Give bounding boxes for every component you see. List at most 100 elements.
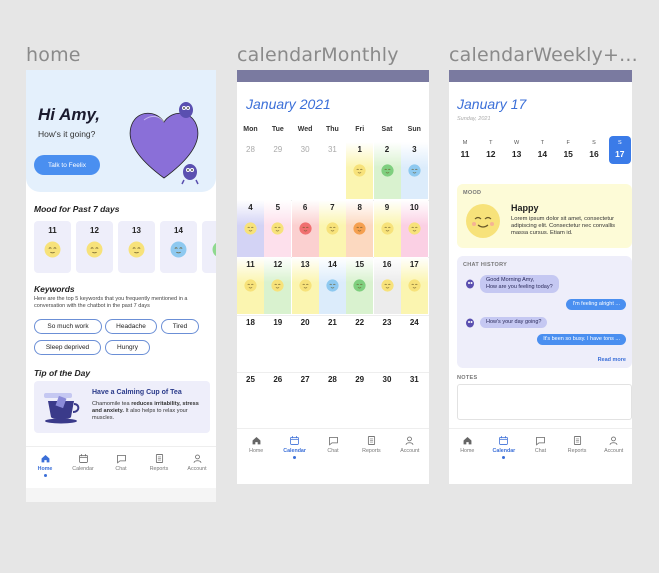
calendar-day-cell[interactable]: 6	[291, 199, 319, 257]
chat-icon	[328, 436, 338, 446]
calendar-day-cell[interactable]: 1	[346, 142, 374, 199]
calendar-day-cell[interactable]: 28	[237, 142, 264, 199]
nav-item-home[interactable]: Home	[237, 429, 275, 468]
mood-panel: MOOD Happy Lorem ipsum dolor sit amet, c…	[457, 184, 632, 248]
week-title[interactable]: January 17	[457, 96, 527, 112]
calendar-day-cell[interactable]: 23	[374, 315, 401, 372]
nav-label: Reports	[567, 448, 587, 454]
calendar-day-cell[interactable]: 11	[237, 257, 264, 314]
calendar-day-cell[interactable]: 30	[292, 142, 319, 199]
calendar-day-cell[interactable]: 31	[319, 142, 346, 199]
calendar-day-cell[interactable]: 30	[374, 372, 401, 429]
nav-item-calendar[interactable]: Calendar	[275, 429, 313, 468]
keyword-chip[interactable]: Hungry	[105, 340, 150, 355]
nav-item-reports[interactable]: Reports	[559, 429, 596, 468]
keyword-chip[interactable]: Headache	[105, 319, 157, 334]
talk-to-feelix-button[interactable]: Talk to Feelix	[34, 155, 100, 175]
week-day-number: 16	[589, 149, 599, 159]
week-day-item[interactable]: T 14	[531, 136, 553, 164]
month-title[interactable]: January 2021	[246, 96, 331, 112]
keyword-chip[interactable]: So much work	[34, 319, 102, 334]
nav-item-account[interactable]: Account	[178, 447, 216, 486]
calendar-day-cell[interactable]: 19	[264, 315, 291, 372]
calendar-day-cell[interactable]: 9	[373, 199, 401, 257]
notes-input[interactable]	[457, 384, 632, 420]
calendar-day-number: 12	[273, 260, 283, 269]
calendar-day-cell[interactable]: 28	[319, 372, 346, 429]
nav-item-chat[interactable]: Chat	[314, 429, 352, 468]
calendar-day-cell[interactable]: 3	[400, 142, 428, 199]
calendar-day-cell[interactable]: 12	[264, 257, 292, 314]
calendar-day-cell[interactable]: 14	[318, 257, 346, 314]
nav-item-calendar[interactable]: Calendar	[486, 429, 523, 468]
keyword-chip[interactable]: Tired	[161, 319, 199, 334]
calendar-day-cell[interactable]: 24	[401, 315, 428, 372]
calendar-day-cell[interactable]: 8	[346, 199, 374, 257]
account-icon	[193, 454, 201, 463]
calendar-day-cell[interactable]: 17	[400, 257, 428, 314]
hero-banner: Hi Amy, How's it going? Talk to Feelix	[26, 70, 216, 192]
mood-day-card[interactable]: 12	[76, 221, 113, 273]
week-day-item[interactable]: W 13	[506, 136, 528, 164]
calendar-day-number: 22	[355, 317, 365, 327]
calendar-day-number: 31	[409, 375, 419, 384]
nav-item-reports[interactable]: Reports	[352, 429, 390, 468]
tip-card[interactable]: Have a Calming Cup of Tea Chamomile tea …	[34, 381, 210, 433]
mood-cards-row[interactable]: 11 12 13 14 15	[34, 221, 216, 273]
week-day-item[interactable]: S 17	[608, 136, 631, 164]
week-day-number: 15	[563, 149, 573, 159]
week-subtitle: Sunday, 2021	[457, 116, 491, 122]
calendar-day-cell[interactable]: 29	[346, 372, 373, 429]
calendar-day-cell[interactable]: 22	[346, 315, 373, 372]
home-icon	[41, 454, 49, 463]
calendar-day-cell[interactable]: 10	[400, 199, 428, 257]
mood-face-icon	[380, 279, 394, 292]
nav-item-reports[interactable]: Reports	[140, 447, 178, 486]
nav-item-home[interactable]: Home	[449, 429, 486, 468]
calendar-day-cell[interactable]: 25	[237, 372, 264, 429]
mood-day-card[interactable]: 15	[202, 221, 216, 273]
nav-item-chat[interactable]: Chat	[102, 447, 140, 486]
calendar-day-cell[interactable]: 31	[401, 372, 428, 429]
calendar-day-cell[interactable]: 5	[264, 199, 292, 257]
mood-day-card[interactable]: 11	[34, 221, 71, 273]
calendar-day-cell[interactable]: 15	[346, 257, 374, 314]
week-day-item[interactable]: M 11	[454, 136, 476, 164]
keywords-title: Keywords	[34, 284, 75, 294]
nav-label: Calendar	[72, 466, 94, 472]
week-day-item[interactable]: F 15	[557, 136, 579, 164]
mood-day-card[interactable]: 14	[160, 221, 197, 273]
nav-item-account[interactable]: Account	[595, 429, 632, 468]
calendar-day-cell[interactable]: 27	[292, 372, 319, 429]
calendar-day-cell[interactable]: 7	[318, 199, 346, 257]
mood-face-icon	[353, 221, 366, 235]
nav-item-account[interactable]: Account	[391, 429, 429, 468]
calendar-day-cell[interactable]: 20	[292, 315, 319, 372]
nav-item-calendar[interactable]: Calendar	[64, 447, 102, 486]
calendar-day-number: 3	[412, 145, 417, 154]
calendar-icon	[78, 454, 88, 463]
keyword-chip[interactable]: Sleep deprived	[34, 340, 101, 355]
calendar-day-cell[interactable]: 4	[237, 199, 264, 257]
calendar-day-cell[interactable]: 13	[291, 257, 319, 314]
calendar-day-cell[interactable]: 18	[237, 315, 264, 372]
calendar-day-cell[interactable]: 21	[319, 315, 346, 372]
happy-face-icon	[466, 204, 500, 238]
nav-item-home[interactable]: Home	[26, 447, 64, 486]
calendar-day-cell[interactable]: 16	[373, 257, 401, 314]
mood-day-card[interactable]: 13	[118, 221, 155, 273]
calendar-day-cell[interactable]: 29	[264, 142, 291, 199]
frame-title-weekly: calendarWeekly+...	[449, 44, 638, 66]
week-day-item[interactable]: T 12	[480, 136, 502, 164]
week-day-item[interactable]: S 16	[583, 136, 605, 164]
grid-divider	[237, 314, 429, 316]
read-more-link[interactable]: Read more	[597, 357, 626, 363]
week-day-number: 11	[460, 149, 470, 159]
nav-item-chat[interactable]: Chat	[522, 429, 559, 468]
calendar-day-cell[interactable]: 2	[373, 142, 401, 199]
calendar-day-number: 21	[327, 317, 337, 327]
calendar-day-cell[interactable]: 26	[264, 372, 291, 429]
calendar-day-number: 28	[246, 145, 255, 154]
calendar-day-number: 4	[248, 202, 253, 212]
week-day-letter: F	[566, 140, 570, 146]
